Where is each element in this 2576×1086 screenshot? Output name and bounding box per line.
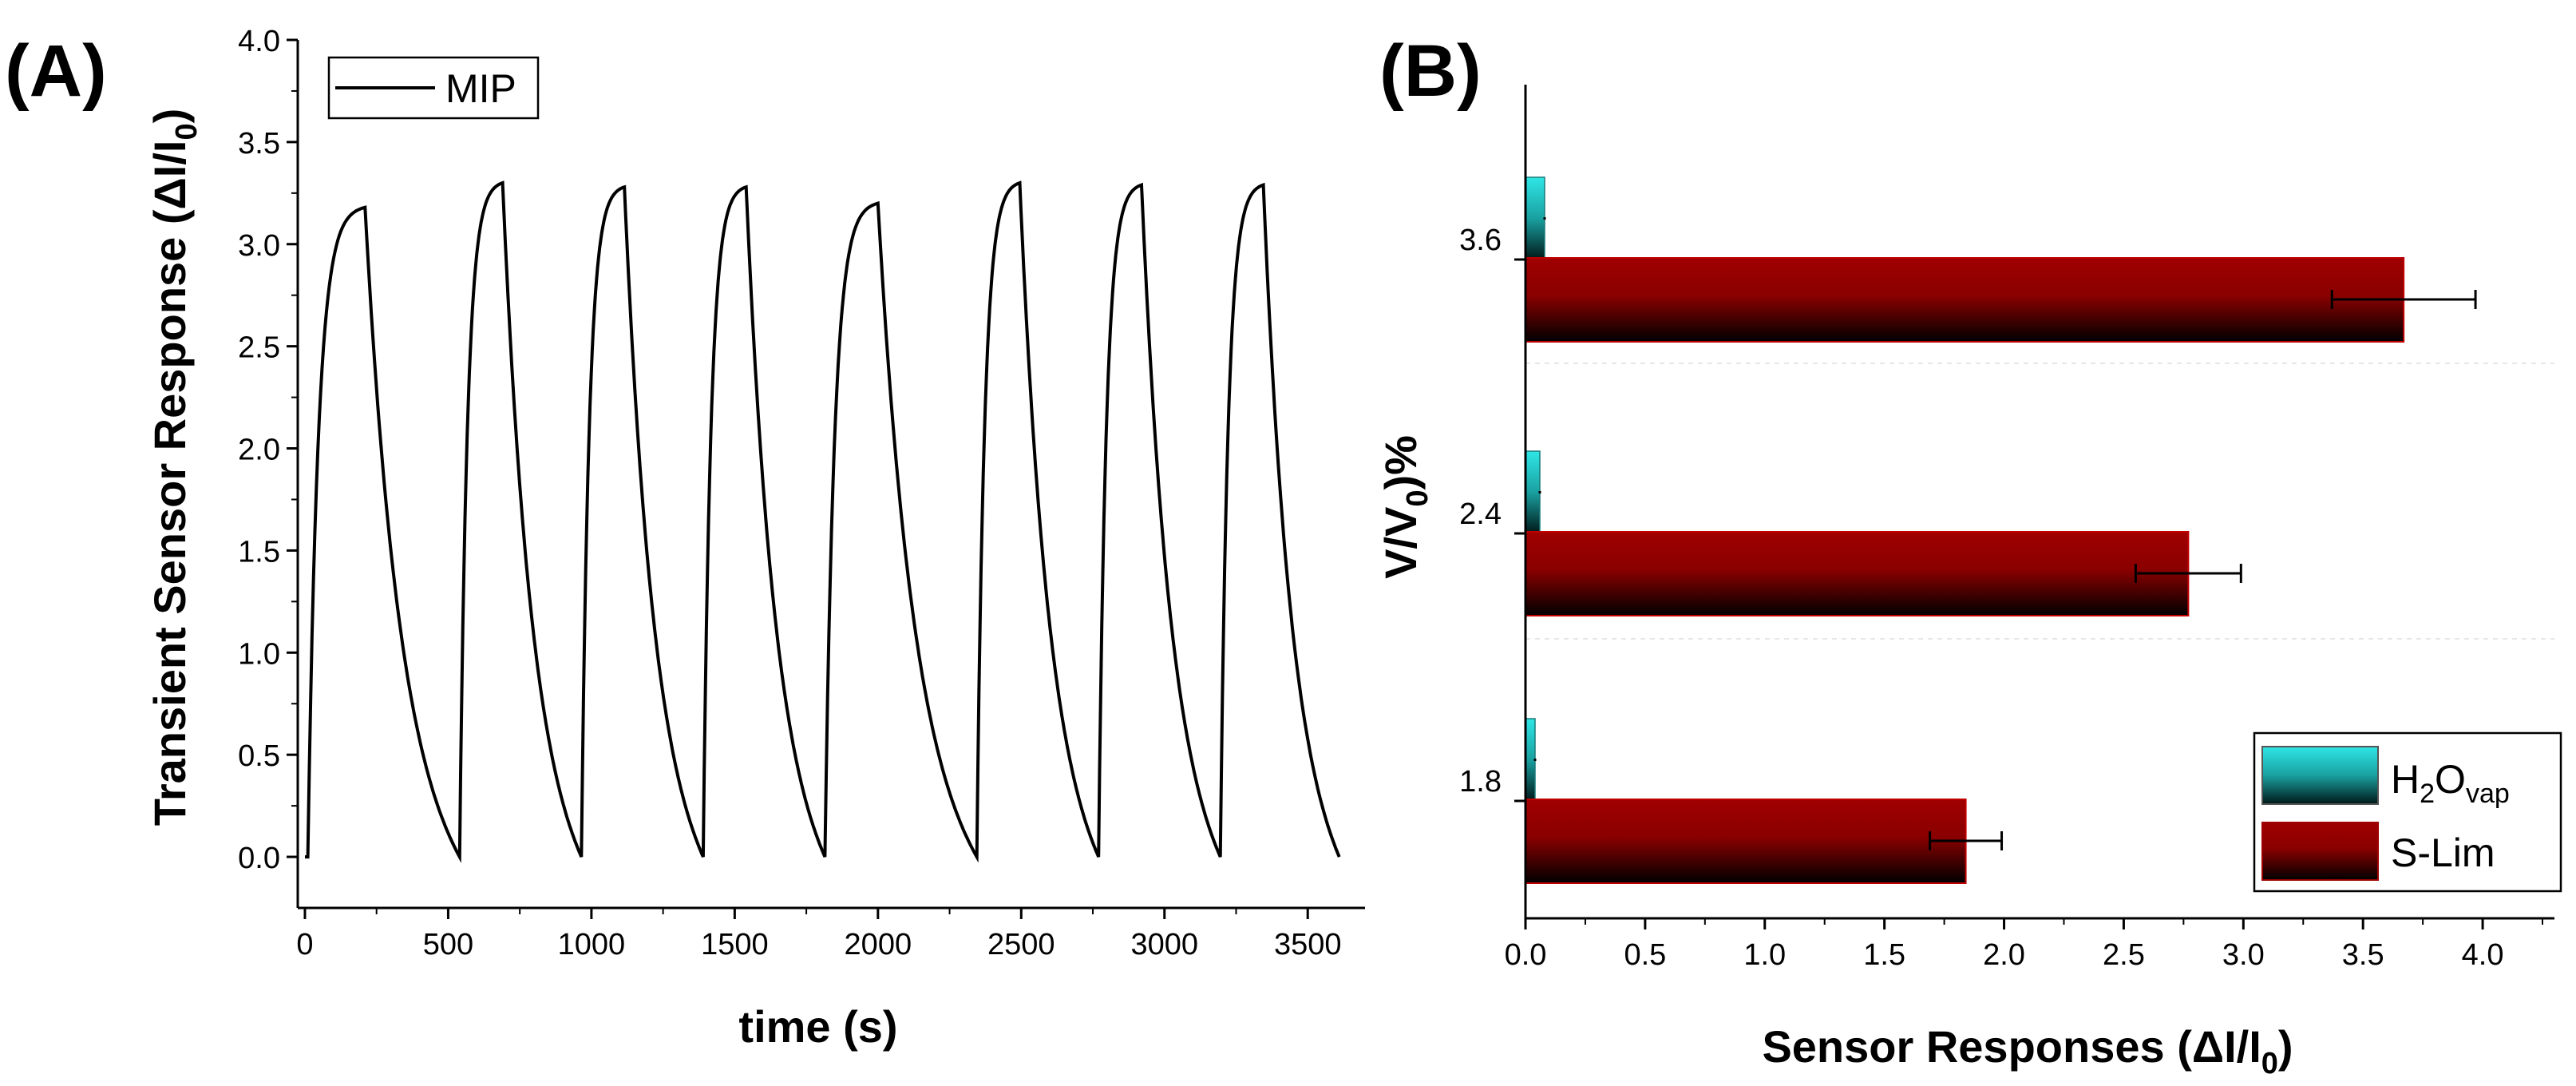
legend-swatch-slim xyxy=(2261,822,2379,881)
legend-h2o-h: H xyxy=(2391,757,2420,802)
y-tick-label: 3.0 xyxy=(238,229,280,263)
bar-slim-1.8 xyxy=(1525,799,1967,884)
x-tick-label: 500 xyxy=(423,928,473,961)
y-axis-title-b-sub: 0 xyxy=(1401,490,1434,507)
y-tick-label: 4.0 xyxy=(238,25,280,58)
y-axis-line-b xyxy=(1524,85,1527,918)
x-tick-label: 2000 xyxy=(845,928,912,961)
y-axis-title-b: V/V0)% xyxy=(1375,435,1434,579)
legend-h2o-sub1: 2 xyxy=(2420,779,2435,809)
x-tick-label-b: 1.5 xyxy=(1863,938,1905,972)
bar-h2o-3.6 xyxy=(1525,176,1545,260)
legend-label-mip: MIP xyxy=(445,66,516,111)
legend-swatch-h2o xyxy=(2261,746,2379,805)
bar-h2o-2.4 xyxy=(1525,450,1541,534)
bar-h2o-1.8 xyxy=(1525,718,1536,802)
panel-b-label: (B) xyxy=(1379,30,1482,112)
x-tick-label: 1000 xyxy=(558,928,626,961)
chart-a: 0 500 1000 1500 2000 2500 3000 3500 0.0 0.5 1.0 1.… xyxy=(144,25,1365,1052)
x-axis-title-b-main: Sensor Responses (ΔI/I xyxy=(1762,1021,2261,1072)
y-axis-title-b-main: V/V xyxy=(1375,507,1426,579)
y-tick-label: 1.0 xyxy=(238,637,280,671)
y-axis-title-sub: 0 xyxy=(170,123,204,140)
y-axis-title: Transient Sensor Response (ΔI/I0) xyxy=(144,109,204,826)
y-tick-label-b: 2.4 xyxy=(1459,497,1502,531)
y-tick-label: 3.5 xyxy=(238,127,280,161)
x-axis-line xyxy=(298,906,1365,910)
y-axis-title-main: Transient Sensor Response (ΔI/I xyxy=(144,141,195,826)
x-tick-label: 1500 xyxy=(701,928,769,961)
bar-slim-3.6 xyxy=(1525,257,2405,343)
x-axis-line-b xyxy=(1525,917,2554,920)
y-tick-label: 2.5 xyxy=(238,331,280,365)
x-tick-label-b: 2.5 xyxy=(2103,938,2145,972)
y-tick-label: 2.0 xyxy=(238,434,280,467)
x-axis-title: time (s) xyxy=(738,1001,897,1052)
y-axis-line xyxy=(296,40,299,908)
y-tick-label-b: 1.8 xyxy=(1459,765,1502,799)
x-tick-label-b: 3.0 xyxy=(2222,938,2265,972)
y-axis-title-b-end: )% xyxy=(1375,435,1426,489)
series-line-mip xyxy=(305,180,1341,863)
x-axis-title-b: Sensor Responses (ΔI/I0) xyxy=(1762,1021,2293,1080)
x-tick-label: 3000 xyxy=(1130,928,1198,961)
x-axis-title-b-sub: 0 xyxy=(2261,1047,2278,1080)
legend-h2o-o: O xyxy=(2435,757,2466,802)
y-tick-label: 1.5 xyxy=(238,535,280,569)
x-tick-label-b: 1.0 xyxy=(1743,938,1786,972)
x-axis-title-b-end: ) xyxy=(2278,1021,2293,1072)
legend-label-h2o: H2Ovap xyxy=(2391,757,2510,809)
y-tick-label-b: 3.6 xyxy=(1459,224,1502,257)
x-tick-label: 3500 xyxy=(1274,928,1342,961)
x-tick-label-b: 2.0 xyxy=(1983,938,2025,972)
panel-a-label: (A) xyxy=(5,30,107,112)
legend-h2o-sub2: vap xyxy=(2466,779,2510,809)
x-tick-label-b: 0.5 xyxy=(1624,938,1666,972)
x-tick-label: 0 xyxy=(296,928,313,961)
legend-label-slim: S-Lim xyxy=(2391,830,2495,875)
bar-slim-2.4 xyxy=(1525,531,2190,616)
x-tick-label: 2500 xyxy=(987,928,1055,961)
x-tick-label-b: 3.5 xyxy=(2342,938,2384,972)
x-tick-label-b: 4.0 xyxy=(2462,938,2504,972)
x-tick-label-b: 0.0 xyxy=(1505,938,1547,972)
y-tick-label: 0.5 xyxy=(238,739,280,773)
y-tick-label: 0.0 xyxy=(238,842,280,875)
chart-b: 0.0 0.5 1.0 1.5 2.0 2.5 3.0 3.5 4.0 1.8 2.4 3.6 H2… xyxy=(1375,85,2562,1080)
y-axis-title-end: ) xyxy=(144,109,195,124)
